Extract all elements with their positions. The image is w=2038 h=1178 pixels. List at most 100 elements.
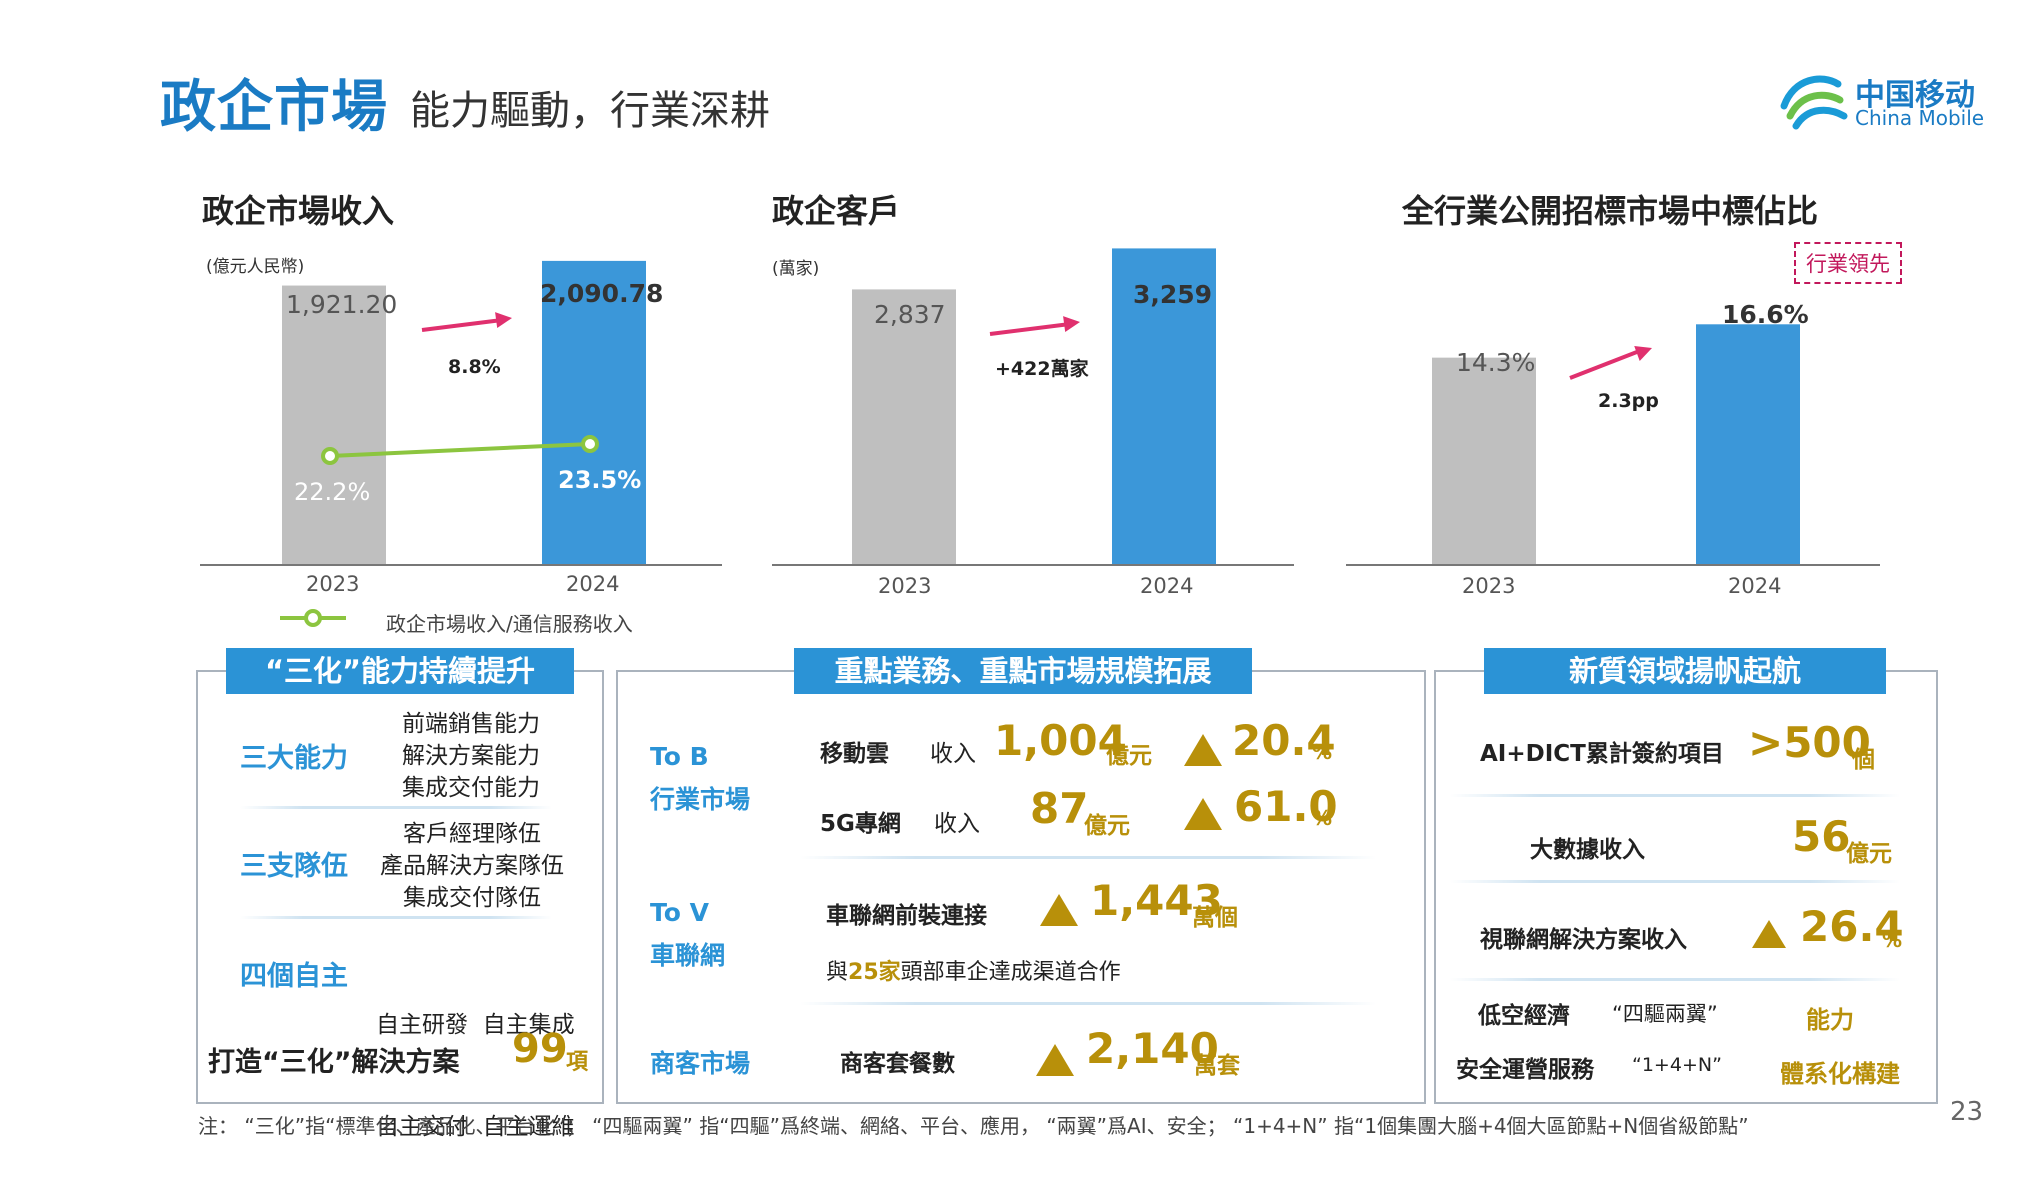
video-network-label: 視聯網解決方案收入 (1480, 927, 1687, 953)
mobile-cloud-value: 1,004 (994, 716, 1127, 765)
divider (800, 856, 1376, 859)
divider (800, 1002, 1376, 1005)
bar-2023 (1432, 357, 1536, 565)
key-business-panel-header: 重點業務、重點市場規模拓展 (794, 648, 1252, 694)
5g-network-kind: 收入 (934, 811, 980, 837)
revenue-year-2023: 2023 (306, 572, 360, 596)
logo-en-text: China Mobile (1855, 106, 1985, 130)
up-triangle-icon (1036, 1044, 1074, 1076)
ai-dict-unit: 個 (1852, 747, 1875, 773)
growth-arrow (1569, 348, 1643, 380)
5g-network-pct: % (1312, 806, 1333, 830)
divider (240, 806, 552, 809)
tob-sublabel: 行業市場 (650, 785, 751, 814)
group-items-three-teams: 客戶經理隊伍 產品解決方案隊伍 集成交付隊伍 (380, 821, 564, 911)
new-fields-panel-header: 新質領域揚帆起航 (1484, 648, 1886, 694)
merchant-packages-value: 2,140 (1086, 1024, 1219, 1073)
revenue-year-2024: 2024 (566, 572, 620, 596)
page-title: 政企市場 (160, 75, 388, 140)
mobile-cloud-pct: % (1312, 740, 1333, 764)
customers-year-2024: 2024 (1140, 574, 1194, 598)
solutions-count: 99 (512, 1026, 568, 1072)
growth-arrowhead (1634, 345, 1652, 362)
legend-label: 政企市場收入/通信服務收入 (386, 612, 633, 636)
5g-network-unit: 億元 (1084, 813, 1130, 839)
divider (1450, 978, 1900, 981)
tov-label: To V (650, 898, 709, 927)
bar-2023 (282, 285, 386, 565)
low-altitude-result: 能力 (1806, 1006, 1854, 1034)
bar-2024 (1112, 248, 1216, 565)
big-data-value: 56 (1792, 812, 1851, 861)
legend-line-icon (280, 609, 346, 627)
logo-cn-text: 中国移动 (1855, 78, 1975, 113)
share-year-2024: 2024 (1728, 574, 1782, 598)
up-triangle-icon (1040, 894, 1078, 926)
tov-sublabel: 車聯網 (650, 941, 726, 970)
customers-2023-label: 2,837 (874, 300, 946, 329)
china-mobile-logo-icon (1780, 75, 1848, 130)
up-triangle-icon (1184, 734, 1222, 766)
group-label-three-capabilities: 三大能力 (240, 743, 348, 774)
mobile-cloud-kind: 收入 (930, 741, 976, 767)
merchant-market-label: 商客市場 (650, 1049, 751, 1078)
up-triangle-icon (1752, 920, 1786, 948)
up-triangle-icon (1184, 798, 1222, 830)
customers-unit: (萬家) (772, 259, 820, 279)
solutions-text: 打造“三化”解決方案 (208, 1047, 460, 1078)
low-altitude-quote: “四驅兩翼” (1612, 1002, 1718, 1026)
divider (1450, 880, 1900, 883)
tob-label: To B (650, 742, 709, 771)
security-ops-result: 體系化構建 (1780, 1060, 1900, 1088)
new-fields-panel (1434, 670, 1938, 1104)
footnote: 注： “三化”指“標準化、產品化、平台化”； “四驅兩翼” 指“四驅”爲終端、網… (198, 1114, 1749, 1138)
revenue-growth: 8.8% (448, 356, 501, 378)
customers-year-2023: 2023 (878, 574, 932, 598)
page-number: 23 (1950, 1097, 1984, 1127)
ai-dict-value: >500 (1748, 718, 1871, 767)
ratio-line (329, 442, 591, 458)
5g-network-label: 5G專網 (820, 811, 901, 837)
low-altitude-label: 低空經濟 (1478, 1003, 1570, 1029)
customers-2024-label: 3,259 (1133, 280, 1213, 309)
bar-2023 (852, 289, 956, 565)
growth-arrow (989, 322, 1071, 336)
big-data-label: 大數據收入 (1530, 837, 1645, 863)
group-label-three-teams: 三支隊伍 (240, 851, 348, 882)
page-subtitle: 能力驅動，行業深耕 (410, 88, 770, 134)
share-2024-label: 16.6% (1722, 300, 1809, 329)
group-label-four-self: 四個自主 (240, 961, 348, 992)
share-chart-title: 全行業公開招標市場中標佔比 (1402, 192, 1819, 230)
merchant-packages-unit: 萬套 (1194, 1053, 1240, 1079)
share-2023-label: 14.3% (1456, 348, 1536, 377)
merchant-packages-label: 商客套餐數 (840, 1051, 955, 1077)
group-items-four-self: 自主研發 自主集成 自主交付 自主運維 (376, 1012, 575, 1140)
solutions-unit: 項 (566, 1050, 589, 1075)
mobile-cloud-label: 移動雲 (820, 741, 889, 767)
ratio-point-2023 (321, 447, 339, 465)
revenue-2023-label: 1,921.20 (286, 290, 398, 319)
connected-car-value: 1,443 (1090, 876, 1223, 925)
divider (240, 916, 552, 919)
security-ops-quote: “1+4+N” (1632, 1054, 1722, 1076)
growth-arrowhead (495, 312, 512, 329)
5g-network-value: 87 (1030, 784, 1089, 833)
connected-car-unit: 萬個 (1192, 905, 1238, 931)
ai-dict-label: AI+DICT累計簽約項目 (1480, 741, 1724, 767)
mobile-cloud-unit: 億元 (1106, 743, 1152, 769)
mobile-cloud-growth: 20.4 (1232, 716, 1336, 765)
share-year-2023: 2023 (1462, 574, 1516, 598)
customers-chart-title: 政企客戶 (772, 192, 901, 230)
capability-panel-header: “三化”能力持續提升 (226, 648, 574, 694)
bar-2024 (542, 260, 646, 565)
revenue-2024-label: 2,090.78 (540, 279, 664, 308)
growth-arrowhead (1063, 316, 1080, 333)
industry-leading-badge: 行業領先 (1794, 242, 1902, 284)
5g-network-growth: 61.0 (1234, 782, 1338, 831)
group-items-three-capabilities: 前端銷售能力 解決方案能力 集成交付能力 (402, 711, 540, 801)
divider (1450, 794, 1900, 797)
revenue-unit: (億元人民幣) (206, 257, 305, 277)
connected-car-note: 與25家頭部車企達成渠道合作 (826, 960, 1121, 985)
ratio-2023-label: 22.2% (294, 478, 371, 506)
customers-growth: +422萬家 (995, 358, 1089, 380)
